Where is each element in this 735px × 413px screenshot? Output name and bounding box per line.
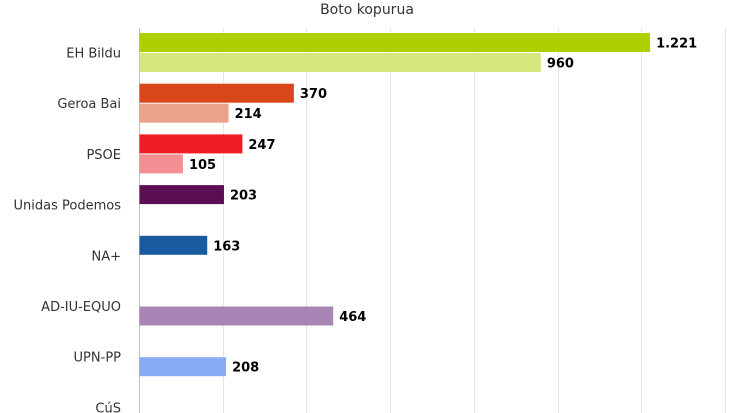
bar-geroa-bai-secondary: [139, 103, 229, 123]
category-label-na: NA+: [91, 249, 121, 264]
value-label-unidas-podemos-primary: 203: [230, 189, 257, 204]
value-label-geroa-bai-primary: 370: [300, 87, 327, 102]
category-labels: EH Bildu Geroa Bai PSOE Unidas Podemos NA+ AD…: [14, 47, 122, 413]
bar-geroa-bai-primary: [139, 83, 294, 103]
value-label-psoe-primary: 247: [248, 138, 275, 153]
bar-unidas-podemos-primary: [139, 185, 224, 205]
category-label-ad-iu-equo: AD-IU-EQUO: [41, 300, 121, 315]
category-label-eh-bildu: EH Bildu: [66, 47, 121, 62]
value-label-ad-iu-equo-secondary: 464: [339, 310, 366, 325]
category-label-upn-pp: UPN-PP: [74, 351, 122, 366]
bar-ad-iu-equo-secondary: [139, 306, 334, 326]
bar-psoe-primary: [139, 134, 243, 154]
category-label-unidas-podemos: Unidas Podemos: [14, 199, 122, 214]
value-label-eh-bildu-secondary: 960: [547, 57, 574, 72]
bar-eh-bildu-primary: [139, 33, 651, 52]
category-label-psoe: PSOE: [86, 148, 121, 163]
value-label-na-primary: 163: [213, 239, 240, 254]
value-label-eh-bildu-primary: 1.221: [656, 37, 697, 52]
category-label-geroa-bai: Geroa Bai: [57, 97, 121, 112]
category-label-c-s: CúS: [95, 401, 121, 413]
value-label-psoe-secondary: 105: [189, 158, 216, 173]
chart-title: Boto kopurua: [320, 2, 414, 18]
bar-upn-pp-secondary: [139, 357, 227, 377]
value-labels: 1.221 960 370 214 247 105 203 163 464 208: [189, 37, 697, 376]
bar-na-primary: [139, 235, 208, 255]
bar-eh-bildu-secondary: [139, 53, 541, 72]
bar-psoe-secondary: [139, 154, 183, 174]
value-label-geroa-bai-secondary: 214: [235, 107, 262, 122]
value-label-upn-pp-secondary: 208: [232, 361, 259, 376]
bars: [139, 33, 651, 377]
